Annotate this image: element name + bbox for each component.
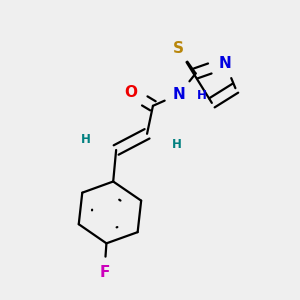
Text: N: N <box>219 56 232 70</box>
Text: N: N <box>173 87 186 102</box>
Text: H: H <box>172 138 182 151</box>
Text: H: H <box>196 89 206 102</box>
Text: H: H <box>81 133 91 146</box>
Text: F: F <box>99 265 110 280</box>
Text: S: S <box>172 41 184 56</box>
Text: O: O <box>124 85 137 100</box>
